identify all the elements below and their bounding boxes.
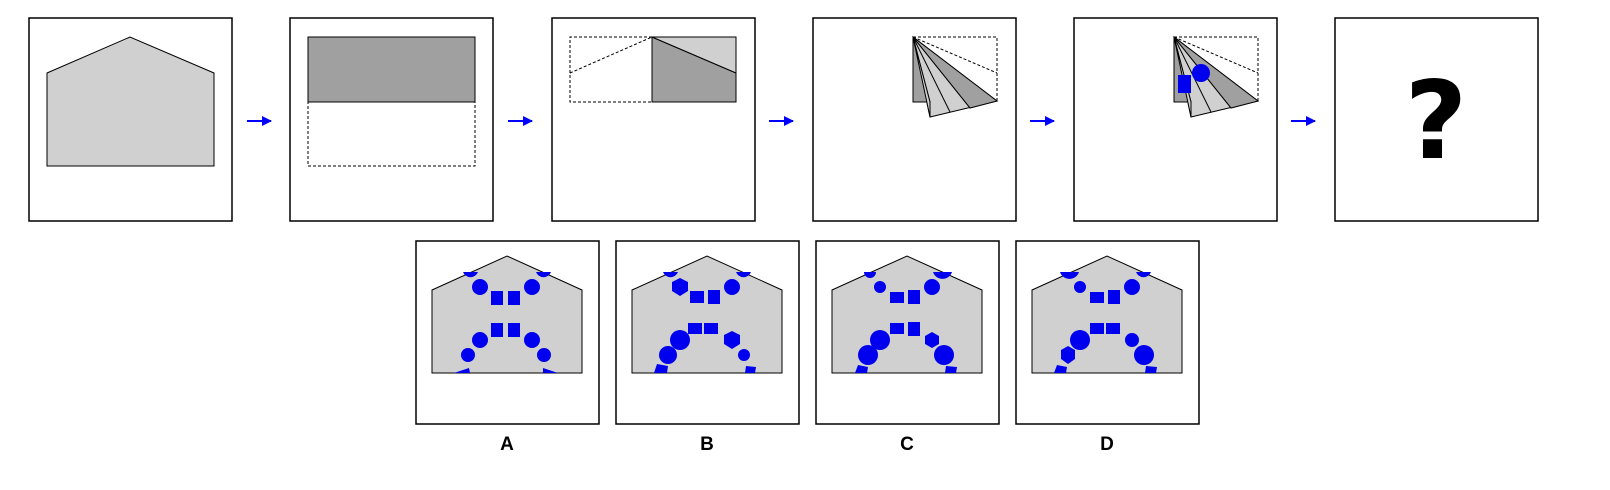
- right-light-part: [651, 36, 737, 74]
- house-paper: [46, 36, 215, 167]
- step-3-panel: [551, 17, 756, 222]
- unfolded-paper: [631, 255, 783, 374]
- question-panel: ?: [1334, 17, 1539, 222]
- circle-hole: [1192, 64, 1210, 82]
- slope-dashed: [912, 36, 998, 74]
- panel-frame: [1334, 17, 1539, 222]
- holes: [855, 272, 957, 373]
- fan-crease: [912, 36, 951, 113]
- step-4-panel: [812, 17, 1017, 222]
- slope-dashed: [1173, 36, 1259, 74]
- question-mark: ?: [1405, 59, 1468, 184]
- option-c-label[interactable]: C: [900, 434, 914, 455]
- holes: [654, 272, 756, 373]
- option-a-panel[interactable]: [415, 240, 600, 425]
- unfolded-paper: [1031, 255, 1183, 374]
- option-b-label[interactable]: B: [700, 434, 714, 455]
- option-a-label[interactable]: A: [500, 434, 514, 455]
- original-outline-dashed: [307, 101, 476, 167]
- option-d-label[interactable]: D: [1100, 434, 1114, 455]
- folded-region: [307, 36, 476, 103]
- step-1-panel: [28, 17, 233, 222]
- option-c-panel[interactable]: [815, 240, 1000, 425]
- outline-dashed: [913, 36, 998, 102]
- square-hole: [1178, 75, 1191, 93]
- left-outline-dashed: [569, 36, 652, 103]
- step-2-panel: [289, 17, 494, 222]
- outline-dashed: [1174, 36, 1259, 102]
- option-d-panel[interactable]: [1015, 240, 1200, 425]
- unfolded-paper: [431, 255, 583, 374]
- holes: [1054, 272, 1157, 373]
- step-5-panel: [1073, 17, 1278, 222]
- option-b-panel[interactable]: [615, 240, 800, 425]
- unfolded-paper: [831, 255, 983, 374]
- fan-piece-3: [912, 36, 931, 118]
- holes: [454, 272, 558, 373]
- fan-piece-2: [912, 36, 999, 109]
